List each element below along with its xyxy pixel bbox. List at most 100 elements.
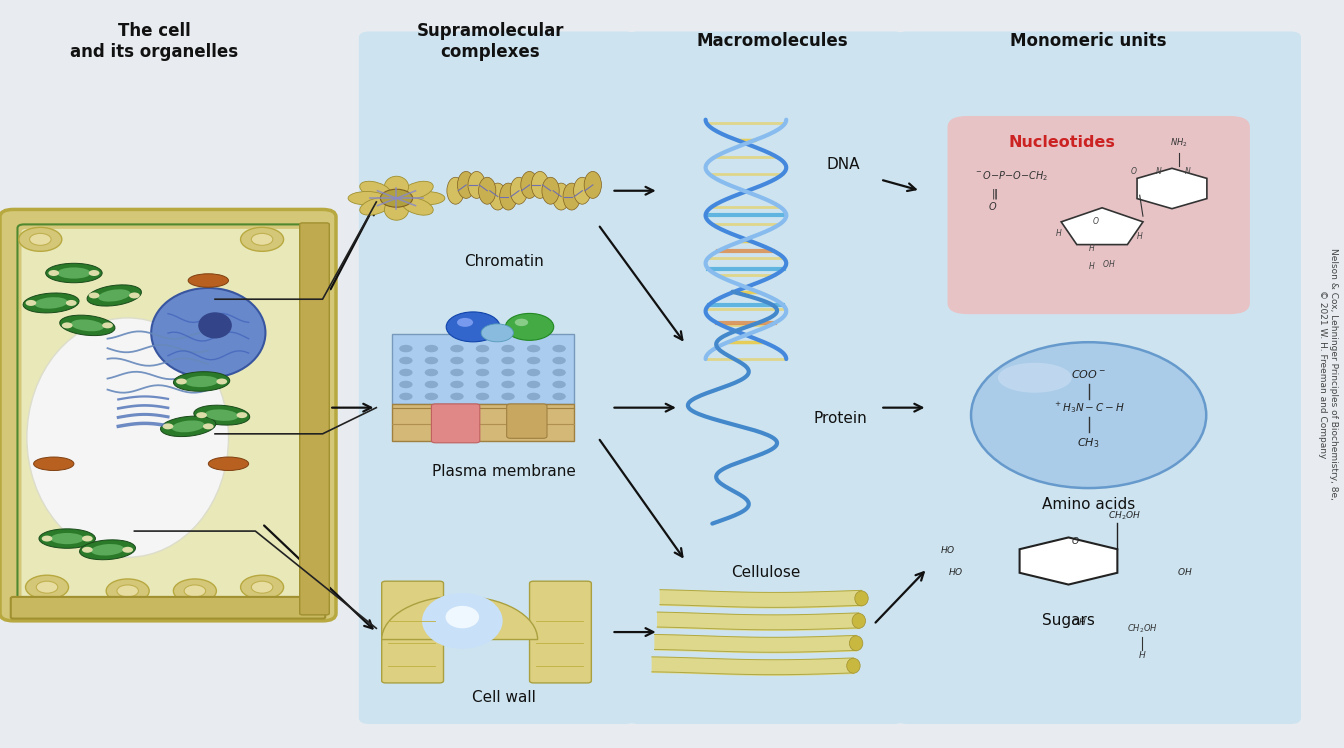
Ellipse shape <box>457 171 474 198</box>
Circle shape <box>552 357 566 364</box>
Text: The cell
and its organelles: The cell and its organelles <box>70 22 239 61</box>
FancyBboxPatch shape <box>359 31 636 724</box>
Circle shape <box>399 369 413 376</box>
Ellipse shape <box>446 177 464 204</box>
Circle shape <box>26 575 69 599</box>
Ellipse shape <box>198 313 231 338</box>
Circle shape <box>527 345 540 352</box>
Circle shape <box>399 381 413 388</box>
Circle shape <box>196 412 207 418</box>
Ellipse shape <box>206 409 238 421</box>
Text: $O$: $O$ <box>1071 535 1079 545</box>
Circle shape <box>251 233 273 245</box>
Ellipse shape <box>348 191 386 205</box>
Circle shape <box>380 189 413 207</box>
FancyBboxPatch shape <box>0 209 336 621</box>
Circle shape <box>203 423 214 429</box>
Text: $H$: $H$ <box>1087 260 1095 272</box>
Circle shape <box>251 581 273 593</box>
Circle shape <box>450 345 464 352</box>
Ellipse shape <box>56 268 90 279</box>
Text: $H$: $H$ <box>1138 649 1146 660</box>
Text: Protein: Protein <box>813 411 867 426</box>
Circle shape <box>129 292 140 298</box>
Ellipse shape <box>542 177 559 204</box>
Ellipse shape <box>402 197 433 215</box>
Text: Chromatin: Chromatin <box>464 254 544 269</box>
Ellipse shape <box>71 319 103 331</box>
Circle shape <box>552 381 566 388</box>
Ellipse shape <box>552 183 570 210</box>
Circle shape <box>501 357 515 364</box>
Circle shape <box>476 345 489 352</box>
Ellipse shape <box>98 289 130 301</box>
Text: Macromolecules: Macromolecules <box>698 32 848 50</box>
Text: $N$: $N$ <box>1154 165 1163 176</box>
Circle shape <box>476 381 489 388</box>
Polygon shape <box>392 404 574 441</box>
Text: Plasma membrane: Plasma membrane <box>431 464 577 479</box>
Circle shape <box>163 423 173 429</box>
Ellipse shape <box>23 293 79 313</box>
Circle shape <box>450 357 464 364</box>
Circle shape <box>122 547 133 553</box>
Circle shape <box>48 270 59 276</box>
Ellipse shape <box>997 363 1073 393</box>
Ellipse shape <box>422 592 503 649</box>
Ellipse shape <box>970 343 1207 488</box>
Polygon shape <box>1137 168 1207 209</box>
Circle shape <box>501 369 515 376</box>
Text: $OH$: $OH$ <box>1071 616 1087 628</box>
Circle shape <box>515 319 528 326</box>
Circle shape <box>176 378 187 384</box>
Circle shape <box>527 357 540 364</box>
Ellipse shape <box>46 263 102 283</box>
Circle shape <box>26 300 36 306</box>
Ellipse shape <box>59 315 116 336</box>
Circle shape <box>527 369 540 376</box>
Circle shape <box>425 345 438 352</box>
Text: $HO$: $HO$ <box>939 544 956 555</box>
Circle shape <box>425 369 438 376</box>
Circle shape <box>117 585 138 597</box>
Ellipse shape <box>34 457 74 470</box>
Circle shape <box>552 369 566 376</box>
Circle shape <box>457 318 473 327</box>
Circle shape <box>501 345 515 352</box>
Ellipse shape <box>188 274 228 287</box>
Polygon shape <box>392 334 574 404</box>
Ellipse shape <box>35 297 67 309</box>
Circle shape <box>476 369 489 376</box>
FancyBboxPatch shape <box>300 223 329 615</box>
Ellipse shape <box>160 416 216 437</box>
Ellipse shape <box>563 183 581 210</box>
Text: $H$: $H$ <box>1055 227 1063 238</box>
Circle shape <box>527 393 540 400</box>
Circle shape <box>184 585 206 597</box>
Circle shape <box>501 381 515 388</box>
Ellipse shape <box>402 181 433 199</box>
Circle shape <box>66 300 77 306</box>
Ellipse shape <box>478 177 496 204</box>
Ellipse shape <box>855 591 868 606</box>
Ellipse shape <box>574 177 591 204</box>
Text: $^+H_3N-C-H$: $^+H_3N-C-H$ <box>1052 400 1125 415</box>
Circle shape <box>552 393 566 400</box>
Ellipse shape <box>531 171 548 198</box>
Circle shape <box>241 227 284 251</box>
Circle shape <box>89 292 99 298</box>
Ellipse shape <box>489 183 507 210</box>
Circle shape <box>237 412 247 418</box>
Text: Sugars: Sugars <box>1042 613 1095 628</box>
Circle shape <box>446 312 500 342</box>
Circle shape <box>425 393 438 400</box>
Ellipse shape <box>360 197 391 215</box>
Text: $H$: $H$ <box>1087 242 1095 253</box>
Circle shape <box>82 547 93 553</box>
Circle shape <box>102 322 113 328</box>
FancyBboxPatch shape <box>948 116 1250 314</box>
Ellipse shape <box>208 457 249 470</box>
Circle shape <box>106 579 149 603</box>
Ellipse shape <box>79 540 136 560</box>
Circle shape <box>501 393 515 400</box>
